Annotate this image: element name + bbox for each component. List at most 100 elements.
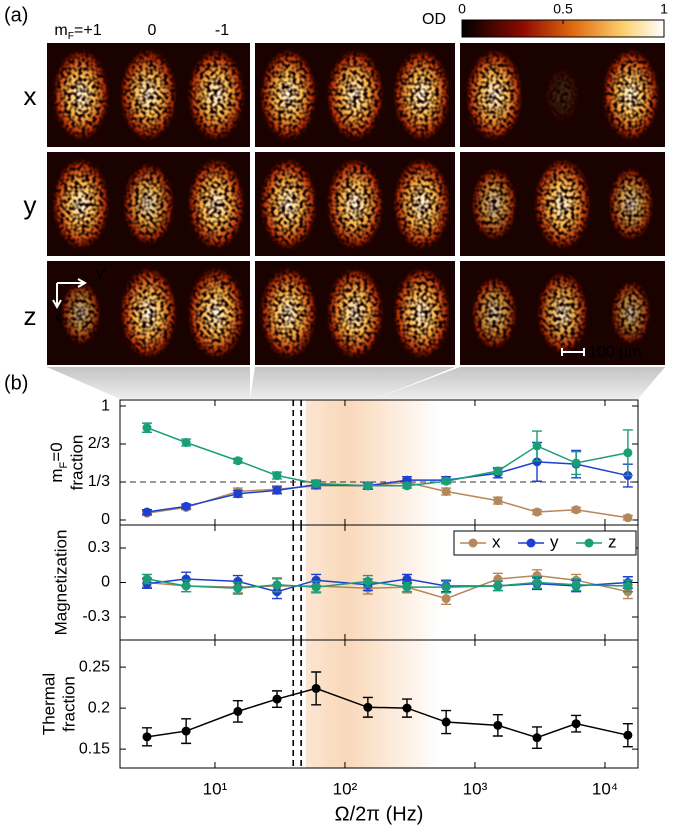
atom-cloud — [470, 274, 519, 352]
axis-arrow — [52, 278, 88, 310]
row-label: z — [24, 301, 37, 331]
series-line — [146, 574, 629, 600]
data-point — [311, 479, 321, 489]
atom-cloud — [186, 47, 247, 143]
data-point — [311, 683, 321, 693]
data-point — [181, 581, 191, 591]
x-tick-label: 10¹ — [203, 779, 228, 798]
atom-cloud — [535, 269, 590, 357]
row-label: y — [24, 190, 37, 220]
data-point — [571, 719, 581, 729]
atom-cloud — [186, 156, 247, 252]
series-line — [146, 426, 629, 487]
row-label: x — [24, 81, 37, 111]
data-point — [142, 423, 152, 433]
data-point — [493, 720, 503, 730]
panel-label: (b) — [4, 372, 28, 394]
data-point — [441, 476, 451, 486]
y-axis-label-part: =0 — [47, 442, 66, 461]
image-cell — [460, 43, 665, 147]
data-point — [532, 578, 542, 587]
shaded-band — [305, 400, 442, 525]
data-point — [233, 576, 243, 586]
column-label: 0 — [148, 22, 157, 39]
image-cell — [47, 152, 250, 256]
atom-cloud — [118, 47, 179, 143]
axis-arrow-label: x — [54, 309, 62, 326]
data-point — [181, 726, 191, 736]
data-point — [532, 441, 542, 451]
data-point — [233, 583, 243, 593]
data-point — [623, 513, 633, 523]
data-point — [363, 481, 373, 491]
legend-label: x — [492, 532, 501, 551]
data-point — [363, 576, 373, 586]
data-point — [623, 581, 633, 591]
y-tick-label: 1 — [101, 397, 110, 414]
data-point — [272, 471, 282, 481]
y-axis-label: fraction — [59, 676, 78, 732]
atom-cloud — [50, 47, 111, 143]
atom-cloud — [325, 47, 385, 143]
image-cell — [47, 261, 250, 365]
y-tick-label: 0 — [101, 511, 110, 528]
y-axis-label: fraction — [67, 435, 86, 491]
data-point — [142, 574, 152, 584]
data-point — [233, 456, 243, 466]
atom-cloud — [325, 156, 385, 252]
colorbar-label: OD — [422, 11, 446, 28]
image-cell — [255, 261, 455, 365]
scale-bar-label: 100 μm — [588, 344, 642, 361]
data-point — [441, 594, 451, 604]
data-point — [532, 457, 542, 467]
panel-label: (a) — [4, 4, 28, 26]
atom-cloud — [325, 265, 385, 361]
data-point — [363, 702, 373, 712]
atom-cloud — [258, 156, 319, 252]
y-tick-label: 0.3 — [88, 539, 110, 556]
series-line — [146, 461, 629, 513]
y-axis-label-part: F — [58, 461, 70, 468]
column-label-part: m — [54, 22, 67, 39]
data-point — [441, 582, 451, 592]
data-point — [181, 438, 191, 448]
data-point — [441, 486, 451, 496]
data-point — [493, 466, 503, 476]
image-panel: (a) OD 0 0.5 1 mF=+1 0 -1 x y z y′ x 100 μm — [4, 1, 668, 399]
data-point — [311, 582, 321, 592]
data-point — [311, 575, 321, 585]
data-point — [623, 448, 633, 458]
atom-cloud — [258, 47, 319, 143]
data-point — [441, 717, 451, 727]
column-label-part: =+1 — [74, 22, 102, 39]
y-tick-label: 0.15 — [79, 740, 110, 757]
y-tick-label: -0.3 — [82, 608, 110, 625]
image-cell — [255, 43, 455, 147]
series-line — [146, 578, 628, 590]
atom-cloud — [121, 160, 176, 248]
image-cell — [255, 152, 455, 256]
data-point — [402, 481, 412, 491]
column-label: -1 — [215, 22, 229, 39]
y-tick-label: 0.25 — [79, 658, 110, 675]
data-point — [571, 458, 581, 468]
data-point — [142, 507, 152, 517]
column-label: mF=+1 — [54, 22, 101, 42]
zoom-funnel — [250, 367, 455, 399]
atom-cloud — [118, 265, 179, 361]
data-point — [181, 574, 191, 584]
colorbar-tick-label: 1 — [660, 1, 668, 17]
colorbar-tick-label: 0.5 — [553, 1, 573, 17]
x-tick-label: 10⁴ — [592, 779, 618, 798]
legend-marker — [584, 538, 594, 548]
data-point — [623, 730, 633, 740]
y-axis-label-part: m — [47, 468, 66, 482]
x-axis-label: Ω/2π (Hz) — [335, 803, 424, 825]
data-point — [233, 489, 243, 499]
atom-cloud — [600, 47, 661, 143]
legend-marker — [526, 538, 536, 548]
atom-cloud — [391, 156, 452, 252]
zoom-funnel — [47, 367, 250, 399]
series-line — [146, 687, 629, 739]
data-point — [272, 694, 282, 704]
